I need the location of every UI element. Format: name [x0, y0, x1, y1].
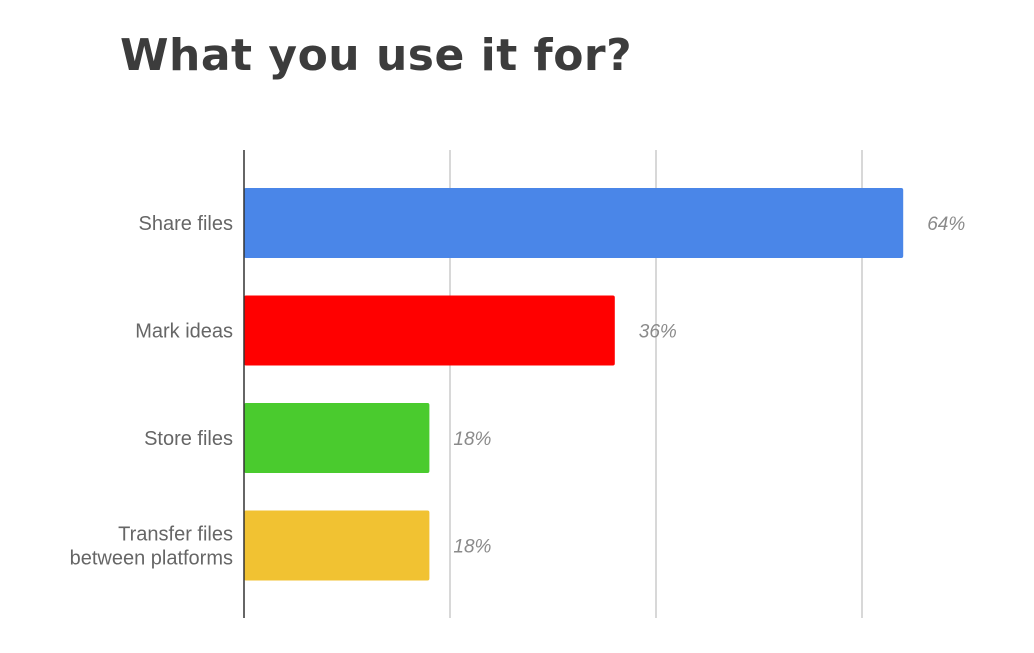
bar-0 — [244, 188, 904, 258]
category-label-3: Transfer files between platforms — [70, 524, 233, 570]
value-label-0: 64% — [927, 214, 965, 235]
category-label-line: Mark ideas — [135, 321, 233, 343]
bar-2 — [244, 403, 430, 473]
category-label-line: Share files — [139, 213, 234, 235]
value-label-2: 18% — [453, 429, 491, 450]
category-label-line: Store files — [144, 428, 233, 450]
chart-title: What you use it for? — [120, 30, 633, 81]
category-label-0: Share files — [139, 213, 234, 235]
category-label-line: Transfer files — [118, 524, 233, 546]
bar-1 — [244, 295, 615, 366]
category-label-1: Mark ideas — [135, 321, 233, 343]
category-label-line: between platforms — [70, 548, 233, 570]
bar-3 — [244, 510, 430, 581]
value-label-1: 36% — [639, 322, 677, 343]
category-label-2: Store files — [144, 428, 233, 450]
value-label-3: 18% — [453, 537, 491, 558]
